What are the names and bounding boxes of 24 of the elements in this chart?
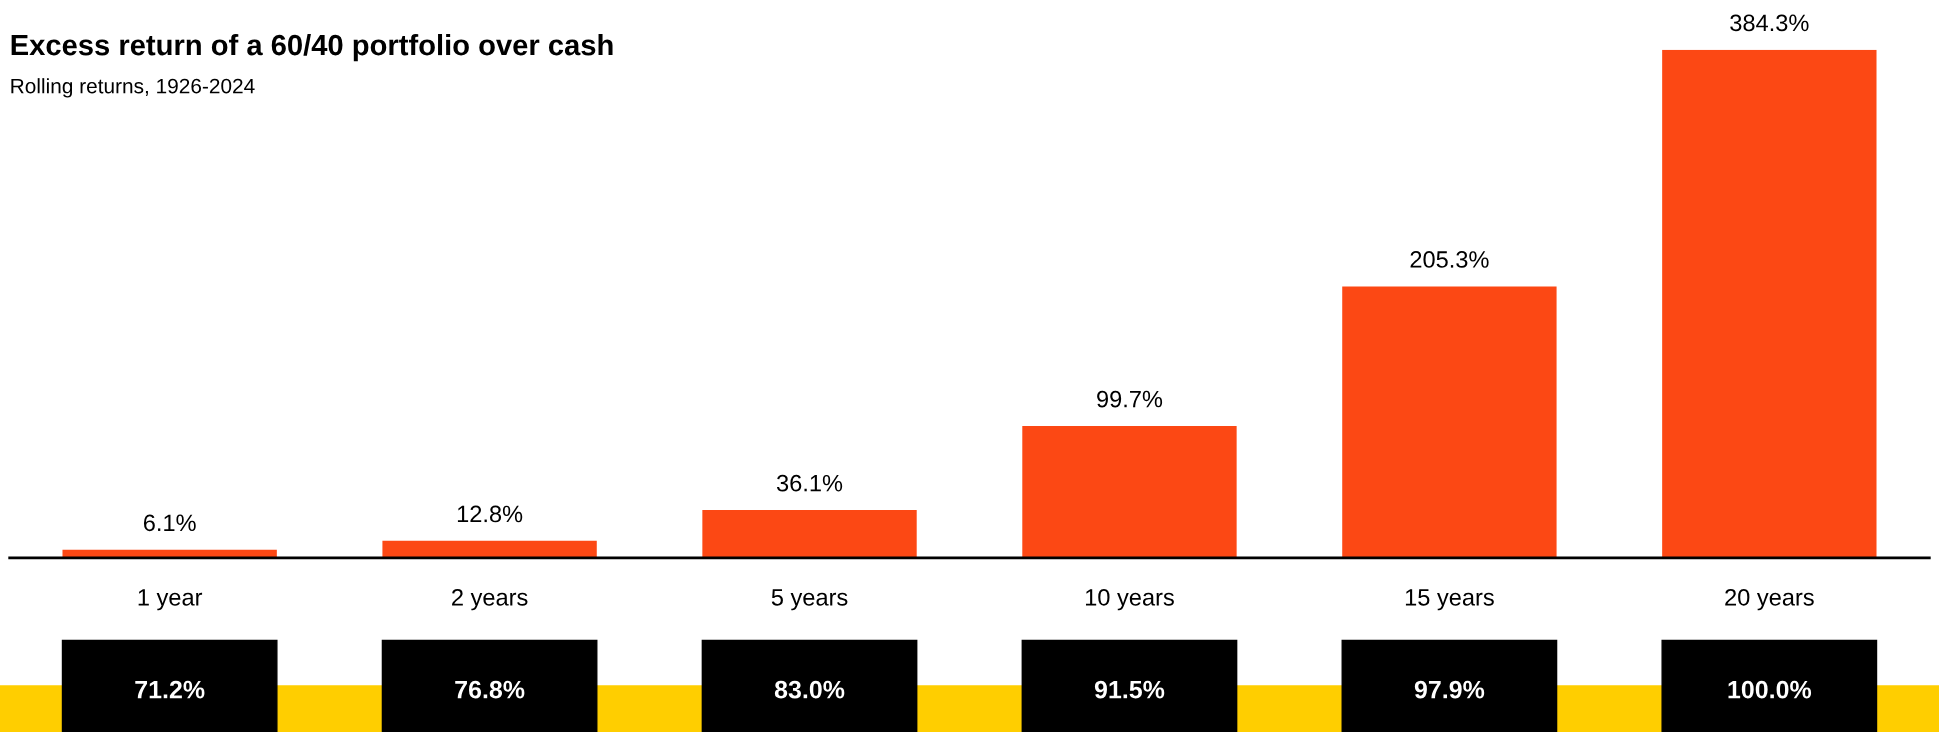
data-label: 99.7%	[1097, 390, 1163, 408]
data-label: 36.1%	[776, 474, 843, 492]
x-tick-label: 2 years	[452, 588, 528, 611]
data-label: 205.3%	[1410, 251, 1489, 268]
x-tick-label: 1 year	[138, 589, 203, 611]
bar	[1662, 49, 1877, 558]
data-label: 6.1%	[143, 514, 196, 532]
chart-title: Excess return of a 60/40 portfolio over cash	[11, 33, 613, 62]
text: Rolling returns, 1926-2024	[11, 78, 255, 98]
text: 100.0%	[1728, 680, 1812, 699]
text: 83.0%	[774, 680, 845, 699]
bar	[702, 510, 917, 558]
text: 91.5%	[1094, 680, 1165, 699]
x-tick-label: 20 years	[1725, 588, 1814, 611]
data-label: 384.3%	[1730, 14, 1809, 32]
text: 71.2%	[135, 680, 205, 699]
bar	[1342, 286, 1557, 558]
data-label: 12.8%	[457, 505, 523, 523]
text: 97.9%	[1414, 680, 1485, 699]
text: 76.8%	[455, 680, 525, 699]
bar	[1022, 425, 1237, 558]
x-tick-label: 15 years	[1405, 589, 1494, 611]
x-tick-label: 5 years	[771, 589, 848, 611]
x-tick-label: 10 years	[1085, 588, 1174, 611]
